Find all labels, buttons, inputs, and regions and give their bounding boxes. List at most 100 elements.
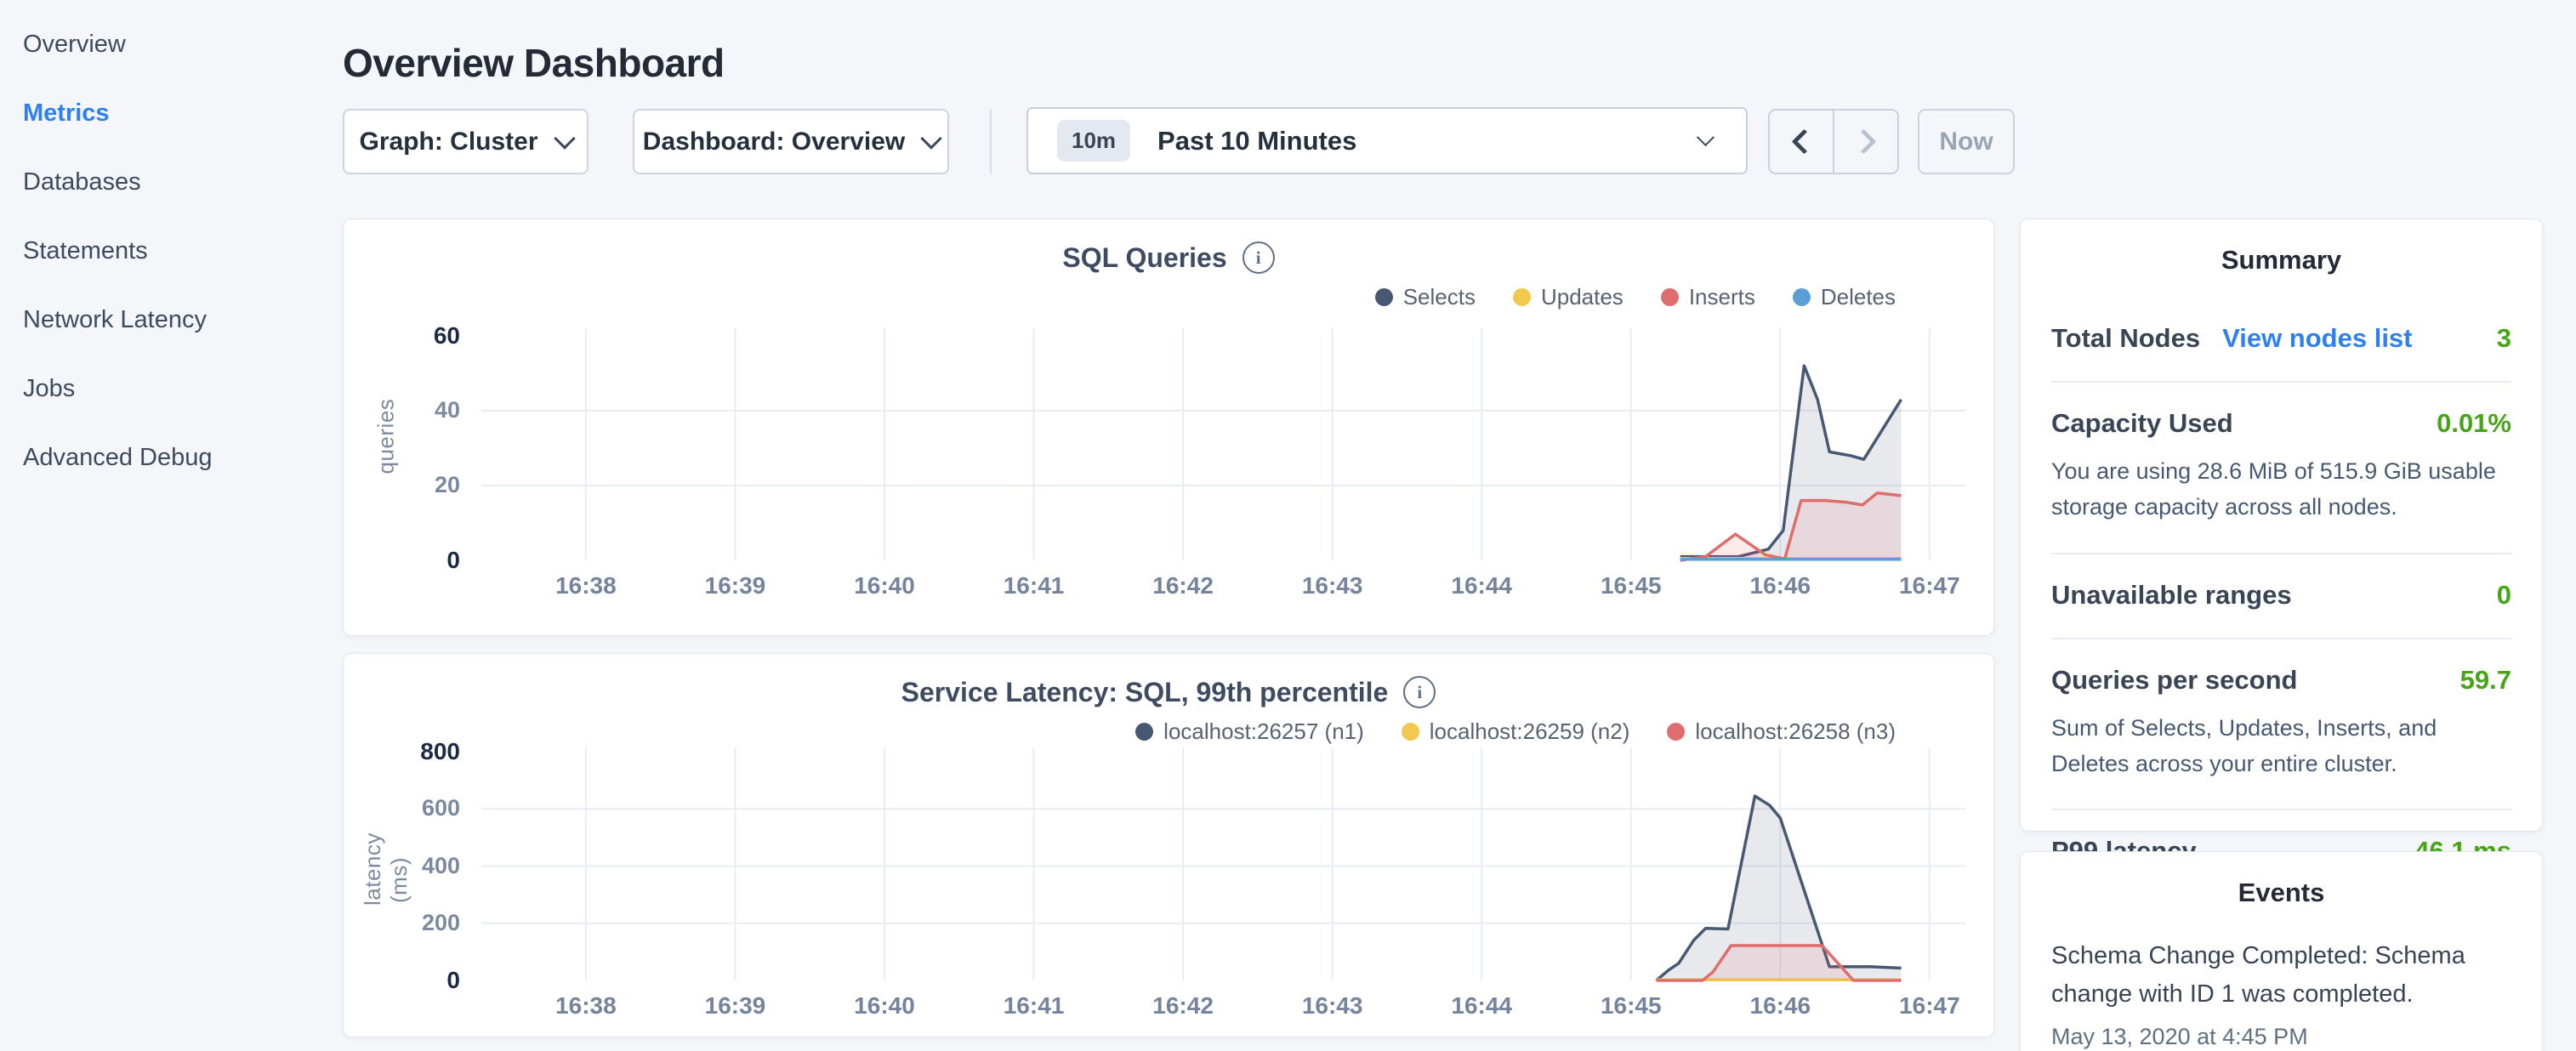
summary-row-total-nodes: Total Nodes View nodes list 3 [2051, 298, 2511, 383]
info-icon[interactable]: i [1243, 241, 1275, 274]
legend-dot-icon [1793, 288, 1811, 306]
chevron-right-icon [1851, 129, 1876, 155]
graph-scope-dropdown[interactable]: Graph: Cluster [343, 109, 589, 174]
x-tick-label: 16:47 [1899, 992, 1960, 1020]
x-tick-label: 16:38 [555, 572, 617, 599]
now-button[interactable]: Now [1918, 109, 2015, 174]
y-tick-label: 0 [358, 967, 460, 994]
plot-area [481, 752, 1965, 980]
summary-row-label: Capacity Used [2051, 408, 2233, 439]
y-tick-label: 600 [358, 795, 460, 821]
x-tick-label: 16:39 [705, 992, 766, 1020]
sidebar-item-advanced-debug[interactable]: Advanced Debug [0, 423, 323, 492]
chevron-down-icon [1697, 128, 1714, 146]
legend-item: Inserts [1661, 284, 1755, 310]
summary-row-label: Unavailable ranges [2051, 580, 2292, 611]
sidebar-item-network-latency[interactable]: Network Latency [0, 286, 323, 355]
info-icon[interactable]: i [1403, 676, 1436, 708]
sidebar-item-metrics[interactable]: Metrics [0, 79, 323, 148]
x-tick-label: 16:42 [1152, 572, 1214, 599]
summary-title: Summary [2021, 219, 2542, 276]
event-text: Schema Change Completed: Schema change w… [2051, 937, 2511, 1014]
summary-panel: Summary Total Nodes View nodes list 3 Ca… [2020, 219, 2543, 832]
sidebar-item-databases[interactable]: Databases [0, 148, 323, 217]
legend-label: Selects [1403, 284, 1476, 310]
y-axis-unit-label: queries [373, 423, 400, 474]
legend-dot-icon [1667, 723, 1685, 741]
legend-item: Selects [1375, 284, 1476, 310]
summary-row-subtext: Sum of Selects, Updates, Inserts, and De… [2051, 711, 2511, 782]
x-tick-label: 16:40 [854, 572, 915, 599]
time-range-selector[interactable]: 10m Past 10 Minutes [1026, 107, 1748, 174]
summary-row-capacity-used: Capacity Used 0.01% You are using 28.6 M… [2051, 383, 2511, 554]
x-tick-label: 16:39 [705, 572, 766, 599]
summary-row-label: Queries per second [2051, 665, 2297, 696]
x-tick-label: 16:41 [1004, 572, 1065, 599]
events-title: Events [2021, 852, 2542, 908]
chevron-left-icon [1791, 129, 1817, 155]
x-tick-label: 16:38 [555, 992, 617, 1020]
y-tick-label: 40 [358, 397, 460, 423]
sidebar-item-overview[interactable]: Overview [0, 10, 323, 79]
chevron-down-icon [554, 128, 575, 149]
x-tick-label: 16:42 [1152, 992, 1214, 1020]
dashboard-dropdown[interactable]: Dashboard: Overview [633, 109, 949, 174]
summary-row-value: 59.7 [2460, 665, 2511, 696]
summary-row-unavailable-ranges: Unavailable ranges 0 [2051, 554, 2511, 639]
legend-item: localhost:26258 (n3) [1667, 719, 1896, 745]
service-latency-chart-card: Service Latency: SQL, 99th percentile i … [343, 653, 1994, 1037]
y-tick-label: 60 [358, 322, 460, 349]
x-tick-label: 16:43 [1302, 992, 1363, 1020]
event-list-item: Schema Change Completed: Schema change w… [2051, 908, 2511, 1050]
chart-title: SQL Queries [1062, 242, 1226, 274]
x-axis-labels: 16:3816:3916:4016:4116:4216:4316:4416:45… [481, 992, 1965, 1021]
summary-row-value: 3 [2497, 323, 2511, 354]
y-tick-label: 0 [358, 547, 460, 574]
time-nav-buttons [1768, 109, 1899, 174]
time-back-button[interactable] [1770, 111, 1833, 173]
sidebar-item-jobs[interactable]: Jobs [0, 355, 323, 423]
summary-row-queries-per-second: Queries per second 59.7 Sum of Selects, … [2051, 639, 2511, 811]
view-nodes-list-link[interactable]: View nodes list [2222, 323, 2412, 354]
y-tick-label: 200 [358, 910, 460, 936]
y-tick-label: 20 [358, 472, 460, 498]
summary-row-subtext: You are using 28.6 MiB of 515.9 GiB usab… [2051, 454, 2511, 526]
x-tick-label: 16:43 [1302, 572, 1363, 599]
summary-row-value: 0 [2497, 580, 2511, 611]
legend-item: localhost:26259 (n2) [1402, 719, 1630, 745]
legend-label: localhost:26259 (n2) [1430, 719, 1630, 745]
y-tick-label: 400 [358, 853, 460, 879]
x-tick-label: 16:47 [1899, 572, 1960, 599]
chevron-down-icon [920, 128, 941, 149]
x-tick-label: 16:45 [1601, 992, 1662, 1020]
x-tick-label: 16:44 [1451, 572, 1512, 599]
legend-label: localhost:26257 (n1) [1163, 719, 1364, 745]
chart-legend: localhost:26257 (n1) localhost:26259 (n2… [1135, 719, 1896, 745]
time-range-label: Past 10 Minutes [1157, 126, 1356, 156]
plot-area [481, 336, 1965, 560]
legend-dot-icon [1402, 723, 1419, 741]
x-tick-label: 16:41 [1004, 992, 1065, 1020]
controls-divider [990, 109, 992, 174]
sidebar: Overview Metrics Databases Statements Ne… [0, 0, 323, 492]
time-range-badge: 10m [1057, 120, 1130, 162]
legend-dot-icon [1661, 288, 1679, 306]
legend-item: Updates [1513, 284, 1624, 310]
x-tick-label: 16:44 [1451, 992, 1512, 1020]
x-tick-label: 16:45 [1601, 572, 1662, 599]
sidebar-item-statements[interactable]: Statements [0, 217, 323, 286]
chart-title: Service Latency: SQL, 99th percentile [901, 677, 1389, 708]
page-title: Overview Dashboard [343, 40, 725, 86]
x-axis-labels: 16:38 16:39 16:40 16:41 16:42 16:43 16:44 16:45… [481, 572, 1965, 601]
x-tick-label: 16:46 [1750, 992, 1811, 1020]
legend-dot-icon [1135, 723, 1153, 741]
legend-dot-icon [1513, 288, 1531, 306]
legend-item: localhost:26257 (n1) [1135, 719, 1364, 745]
time-forward-button[interactable] [1833, 111, 1897, 173]
legend-label: Deletes [1821, 284, 1896, 310]
events-panel: Events Schema Change Completed: Schema c… [2020, 851, 2543, 1051]
legend-label: Inserts [1689, 284, 1755, 310]
summary-row-label: Total Nodes [2051, 323, 2200, 354]
y-tick-label: 800 [358, 738, 460, 765]
sql-queries-chart-card: SQL Queries i Selects Updates Inserts De… [343, 219, 1994, 636]
